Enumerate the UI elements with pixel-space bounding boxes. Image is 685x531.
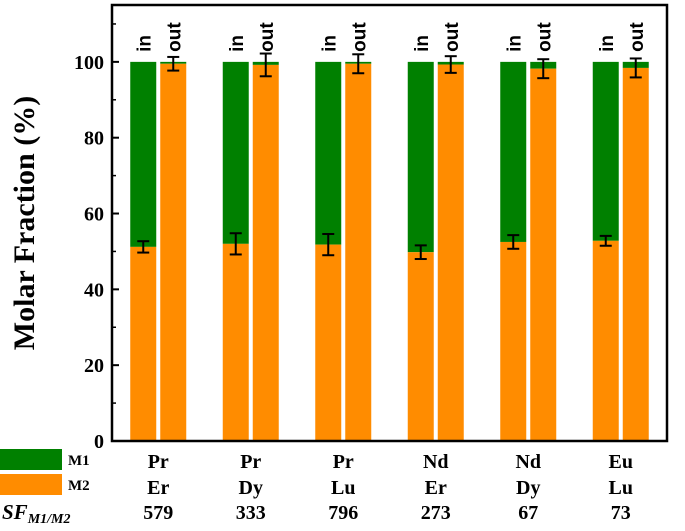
pair-label-m2: Lu	[609, 477, 633, 499]
in-out-labels: in out in out in out in out in out in out	[134, 22, 648, 52]
pair-label-m1: Pr	[148, 451, 169, 473]
bar-segment-m2	[407, 252, 434, 441]
bar-segment-m1	[130, 61, 157, 247]
legend: M1 M2	[0, 449, 90, 495]
bar-segment-m1	[222, 61, 249, 244]
bar-segment-m2	[500, 241, 527, 441]
sf-value: 273	[421, 502, 451, 524]
sf-label-main: SF	[2, 500, 28, 524]
pair-label-m1: Pr	[333, 451, 354, 473]
bar-segment-m2	[345, 63, 372, 441]
bar-segment-m1	[407, 61, 434, 253]
bar-segment-m2	[130, 246, 157, 441]
pair-label-m1: Eu	[609, 451, 633, 473]
bar-segment-m1	[500, 61, 527, 242]
bar-segment-m2	[222, 243, 249, 441]
legend-label: M1	[68, 453, 90, 469]
bar-segment-m2	[437, 64, 464, 442]
out-bar-label: out	[349, 22, 370, 52]
out-bar-label: out	[534, 22, 555, 52]
bar-segment-m2	[622, 67, 649, 441]
sf-label-sub: M1/M2	[27, 512, 71, 527]
sf-value: 579	[143, 502, 173, 524]
pair-label-m2: Dy	[239, 477, 263, 499]
pair-label-m2: Er	[425, 477, 447, 499]
legend-label: M2	[68, 478, 90, 494]
sf-value: 796	[328, 502, 358, 524]
bar-segment-m2	[530, 68, 557, 442]
pair-label-m1: Pr	[240, 451, 261, 473]
y-tick-label: 40	[84, 279, 104, 301]
bars-layer	[130, 61, 649, 442]
pair-label-m2: Lu	[331, 477, 355, 499]
y-tick-label: 100	[74, 52, 104, 74]
x-category-labels: Pr Er 579 Pr Dy 333 Pr Lu 796 Nd Er 273 Nd Dy 67 Eu Lu 73	[143, 451, 633, 524]
in-bar-label: in	[597, 35, 618, 52]
y-tick-label: 20	[84, 355, 104, 377]
y-tick-label: 80	[84, 128, 104, 150]
sf-row-label: SFM1/M2	[2, 500, 70, 527]
bar-segment-m2	[592, 240, 619, 441]
y-tick-label: 0	[94, 431, 104, 453]
y-axis: 0 20 40 60 80 100	[74, 23, 119, 453]
legend-swatch	[0, 449, 62, 470]
sf-value: 333	[236, 502, 266, 524]
pair-label-m1: Nd	[515, 451, 541, 473]
out-bar-label: out	[164, 22, 185, 52]
in-bar-label: in	[134, 35, 155, 52]
sf-value: 73	[611, 502, 631, 524]
y-axis-label: Molar Fraction (%)	[8, 96, 41, 350]
legend-swatch	[0, 474, 62, 495]
y-tick-label: 60	[84, 204, 104, 226]
bar-segment-m1	[315, 61, 342, 245]
in-bar-label: in	[227, 35, 248, 52]
bar-segment-m1	[592, 61, 619, 241]
out-bar-label: out	[627, 22, 648, 52]
pair-label-m2: Dy	[516, 477, 540, 499]
in-bar-label: in	[412, 35, 433, 52]
bar-segment-m2	[160, 63, 187, 441]
bar-segment-m2	[252, 64, 279, 441]
sf-value: 67	[518, 502, 538, 524]
bar-segment-m2	[315, 244, 342, 441]
pair-label-m2: Er	[147, 477, 169, 499]
in-bar-label: in	[504, 35, 525, 52]
in-bar-label: in	[319, 35, 340, 52]
out-bar-label: out	[257, 22, 278, 52]
pair-label-m1: Nd	[423, 451, 449, 473]
plot-frame	[110, 3, 669, 443]
errorbars-layer	[137, 52, 642, 261]
out-bar-label: out	[442, 22, 463, 52]
